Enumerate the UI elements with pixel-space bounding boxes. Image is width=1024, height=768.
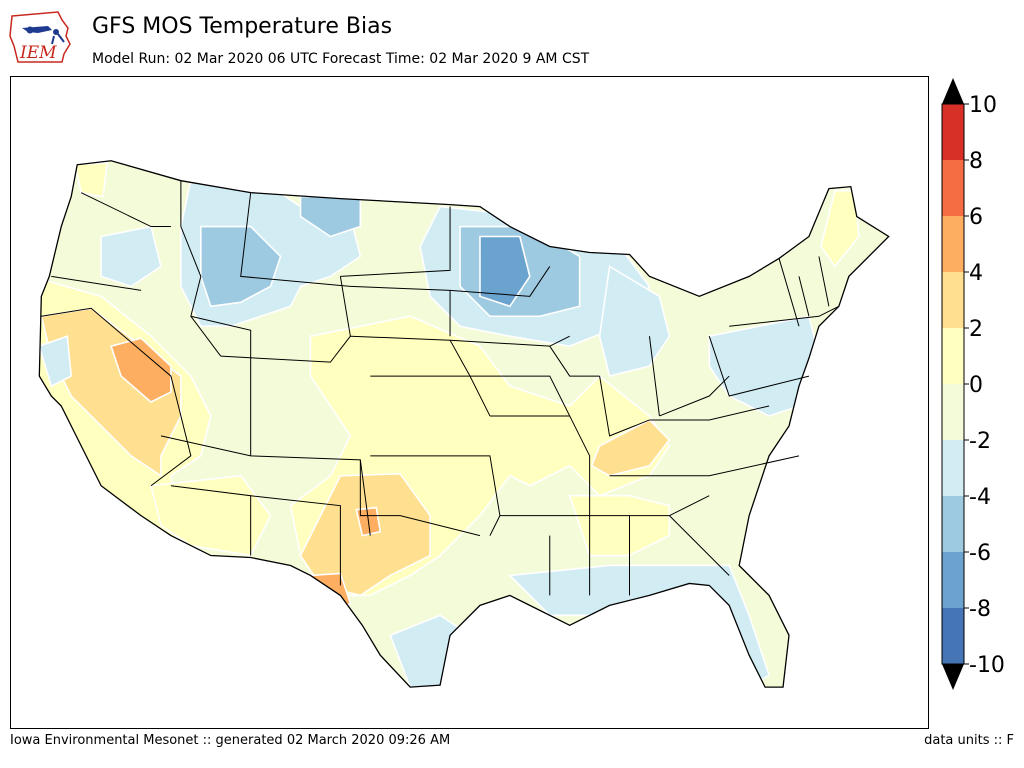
colorbar-bin [942,608,964,664]
bias-warm-nevada-core [110,337,172,403]
bias-map [38,160,890,688]
colorbar-bin [942,440,964,496]
iem-logo: IEM [8,6,76,66]
colorbar-extend-min [942,664,964,690]
colorbar-tick-label: 4 [969,261,983,286]
bias-contours [39,160,889,688]
bias-cool-minnesota-core [479,235,531,308]
page-title: GFS MOS Temperature Bias [92,14,393,39]
colorbar-tick-label: -2 [969,429,991,454]
bias-cool-pacific-northwest [100,225,162,288]
colorbar-tick-label: 0 [969,373,983,398]
colorbar-bin [942,160,964,216]
bias-cool-gulf-coast [508,564,771,688]
colorbar: 10 8 6 4 2 0 -2 -4 -6 -8 -10 [938,76,1018,694]
colorbar-bin [942,216,964,272]
bias-cool-california-coast [39,335,73,388]
colorbar-legend: 10 8 6 4 2 0 -2 -4 -6 -8 -10 [941,78,1005,690]
colorbar-tick-label: -10 [969,653,1005,678]
footer-units: data units :: F [924,733,1014,748]
colorbar-bin [942,384,964,440]
bias-cool-idaho [200,225,282,308]
colorbar-tick-label: 2 [969,317,983,342]
state-boundaries [41,180,840,596]
colorbar-tick-label: -6 [969,541,991,566]
colorbar-tick-label: 6 [969,205,983,230]
colorbar-bin [942,104,964,160]
colorbar-bin [942,496,964,552]
colorbar-bin [942,272,964,328]
colorbar-tick-label: 8 [969,149,983,174]
map-frame [10,76,929,729]
bias-warm-northwest-coast [74,161,109,198]
logo-text: IEM [19,43,57,63]
colorbar-tick-label: -8 [969,597,991,622]
bias-cool-great-lakes [598,265,671,378]
colorbar-tick-label: 10 [969,93,997,118]
colorbar-extend-max [942,78,964,104]
colorbar-bin [942,552,964,608]
footer-source: Iowa Environmental Mesonet :: generated … [10,733,451,748]
colorbar-tick-label: -4 [969,485,991,510]
page-subtitle: Model Run: 02 Mar 2020 06 UTC Forecast T… [92,51,590,67]
colorbar-bin [942,328,964,384]
bias-cool-mid-atlantic [708,315,820,417]
